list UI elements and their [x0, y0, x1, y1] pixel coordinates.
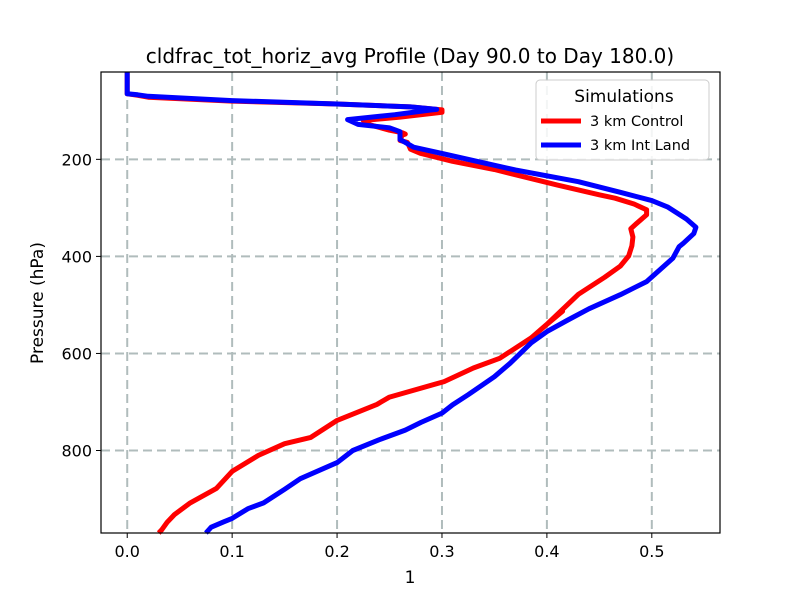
y-tick-label: 600	[61, 344, 92, 363]
series-line-1	[124, 72, 699, 535]
x-axis-title: 1	[405, 568, 416, 588]
ticks-layer: 0.0 0.1 0.2 0.3 0.4 0.5 200 400 600 800	[61, 150, 664, 561]
series-layer	[124, 72, 699, 535]
x-tick-label: 0.0	[115, 542, 140, 561]
legend: Simulations 3 km Control 3 km Int Land	[535, 79, 710, 161]
y-tick-label: 200	[61, 150, 92, 169]
x-tick-label: 0.3	[429, 542, 454, 561]
y-tick-label: 800	[61, 442, 92, 461]
legend-label-3km-int-land: 3 km Int Land	[590, 138, 690, 154]
y-axis-title: Pressure (hPa)	[28, 242, 48, 364]
x-tick-label: 0.2	[324, 542, 349, 561]
x-tick-label: 0.1	[219, 542, 244, 561]
plot-frame	[100, 71, 721, 534]
series-line-0	[124, 72, 650, 535]
y-tick-label: 400	[61, 247, 92, 266]
chart-title: cldfrac_tot_horiz_avg Profile (Day 90.0 …	[146, 44, 674, 68]
legend-box	[535, 79, 710, 161]
legend-title: Simulations	[574, 87, 674, 107]
legend-label-3km-control: 3 km Control	[590, 114, 683, 130]
x-tick-label: 0.5	[639, 542, 664, 561]
x-tick-label: 0.4	[534, 542, 559, 561]
